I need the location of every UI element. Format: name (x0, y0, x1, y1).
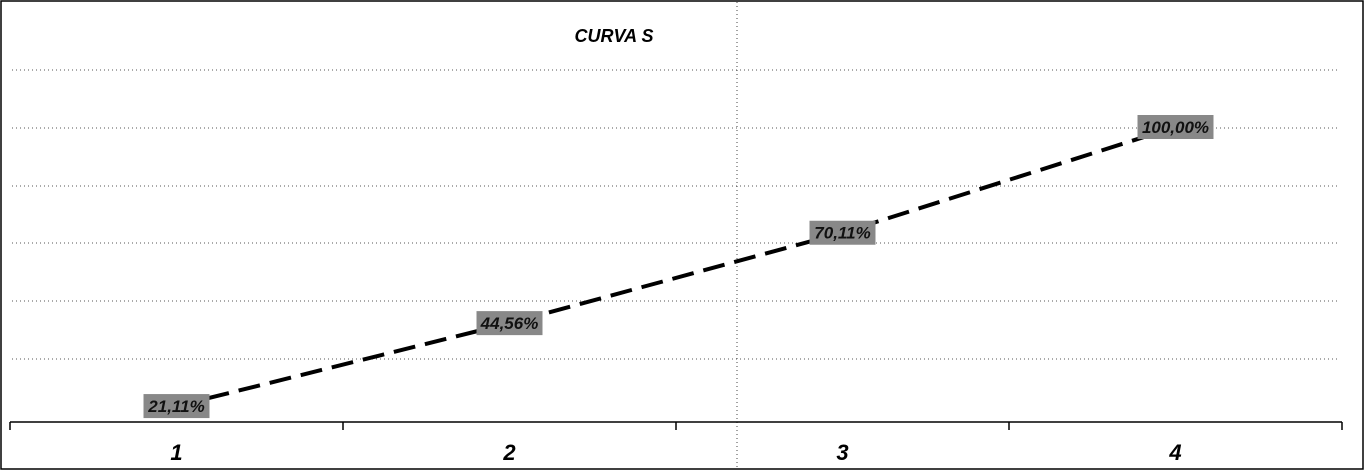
data-label: 44,56% (476, 311, 543, 336)
data-labels: 21,11% 44,56% 70,11% 100,00% (143, 115, 1214, 419)
x-tick-label: 4 (1168, 440, 1181, 465)
data-label-box (476, 311, 543, 336)
data-label: 100,00% (1137, 115, 1214, 139)
x-tick-label: 3 (836, 440, 848, 465)
data-label-box (143, 394, 210, 419)
data-label-text: 100,00% (1142, 118, 1209, 137)
data-label-box (1137, 115, 1214, 139)
series-line (176, 125, 1177, 409)
data-label-text: 21,11% (147, 397, 204, 416)
data-label: 21,11% (143, 394, 210, 419)
x-axis-ticks: 1 2 3 4 (9, 422, 1343, 465)
chart-title: CURVA S (574, 26, 653, 46)
x-tick-label: 2 (502, 440, 516, 465)
data-label-text: 44,56% (480, 314, 539, 333)
data-label-box (809, 220, 876, 245)
data-label-text: 70,11% (814, 224, 870, 243)
data-label: 70,11% (809, 220, 876, 245)
gridlines (12, 69, 1340, 360)
x-tick-label: 1 (170, 440, 182, 465)
